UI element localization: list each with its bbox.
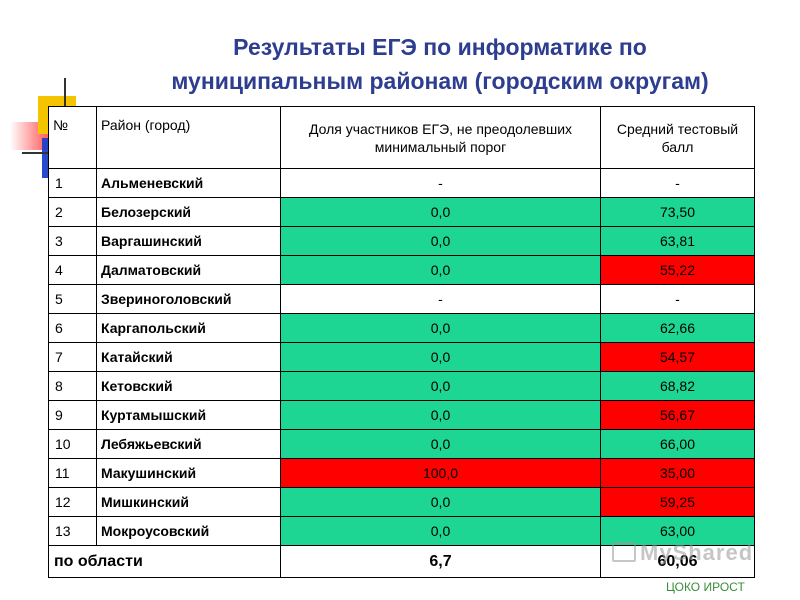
row-score: 54,57 bbox=[600, 342, 755, 372]
table-row: 2 Белозерский 0,0 73,50 bbox=[48, 197, 755, 227]
row-number: 13 bbox=[48, 516, 97, 546]
table-row: 11 Макушинский 100,0 35,00 bbox=[48, 458, 755, 488]
row-number: 12 bbox=[48, 487, 97, 517]
row-score: 63,81 bbox=[600, 226, 755, 256]
row-share: 0,0 bbox=[280, 197, 601, 227]
watermark-text: MyShared bbox=[640, 540, 754, 565]
results-table: № Район (город) Доля участников ЕГЭ, не … bbox=[48, 106, 755, 578]
footer-source: ЦОКО ИРОСТ bbox=[666, 580, 745, 594]
row-number: 6 bbox=[48, 313, 97, 343]
watermark-monitor-icon bbox=[612, 542, 636, 562]
table-row: 9 Куртамышский 0,0 56,67 bbox=[48, 400, 755, 430]
row-share: 0,0 bbox=[280, 400, 601, 430]
row-district: Макушинский bbox=[96, 458, 281, 488]
row-score: 55,22 bbox=[600, 255, 755, 285]
header-row: № Район (город) Доля участников ЕГЭ, не … bbox=[48, 106, 755, 169]
row-district: Альменевский bbox=[96, 168, 281, 198]
table-body: 1 Альменевский - -2 Белозерский 0,0 73,50 3 Варг… bbox=[48, 168, 755, 546]
row-district: Мокроусовский bbox=[96, 516, 281, 546]
total-row: по области 6,7 60,06 bbox=[48, 545, 755, 578]
table-row: 8 Кетовский 0,0 68,82 bbox=[48, 371, 755, 401]
row-number: 2 bbox=[48, 197, 97, 227]
header-score: Средний тестовый балл bbox=[600, 106, 755, 169]
table-row: 3 Варгашинский 0,0 63,81 bbox=[48, 226, 755, 256]
row-share: - bbox=[280, 168, 601, 198]
watermark: MyShared bbox=[612, 540, 753, 566]
total-label: по области bbox=[48, 545, 281, 578]
row-score: 35,00 bbox=[600, 458, 755, 488]
row-share: 0,0 bbox=[280, 313, 601, 343]
header-district: Район (город) bbox=[96, 106, 281, 169]
row-district: Варгашинский bbox=[96, 226, 281, 256]
row-district: Куртамышский bbox=[96, 400, 281, 430]
row-district: Белозерский bbox=[96, 197, 281, 227]
row-number: 7 bbox=[48, 342, 97, 372]
row-district: Звериноголовский bbox=[96, 284, 281, 314]
row-share: 0,0 bbox=[280, 255, 601, 285]
row-score: 56,67 bbox=[600, 400, 755, 430]
row-score: 62,66 bbox=[600, 313, 755, 343]
row-share: 0,0 bbox=[280, 342, 601, 372]
row-share: - bbox=[280, 284, 601, 314]
row-score: 68,82 bbox=[600, 371, 755, 401]
row-share: 100,0 bbox=[280, 458, 601, 488]
table-row: 4 Далматовский 0,0 55,22 bbox=[48, 255, 755, 285]
row-number: 11 bbox=[48, 458, 97, 488]
total-share: 6,7 bbox=[280, 545, 601, 578]
table-row: 13 Мокроусовский 0,0 63,00 bbox=[48, 516, 755, 546]
row-number: 5 bbox=[48, 284, 97, 314]
table-row: 5 Звериноголовский - - bbox=[48, 284, 755, 314]
row-district: Катайский bbox=[96, 342, 281, 372]
row-score: - bbox=[600, 284, 755, 314]
table-row: 12 Мишкинский 0,0 59,25 bbox=[48, 487, 755, 517]
table-row: 7 Катайский 0,0 54,57 bbox=[48, 342, 755, 372]
row-score: 73,50 bbox=[600, 197, 755, 227]
row-number: 4 bbox=[48, 255, 97, 285]
header-num: № bbox=[48, 106, 97, 169]
row-score: 59,25 bbox=[600, 487, 755, 517]
row-district: Мишкинский bbox=[96, 487, 281, 517]
row-number: 8 bbox=[48, 371, 97, 401]
row-number: 1 bbox=[48, 168, 97, 198]
row-district: Кетовский bbox=[96, 371, 281, 401]
row-district: Каргапольский bbox=[96, 313, 281, 343]
row-score: 63,00 bbox=[600, 516, 755, 546]
header-share: Доля участников ЕГЭ, не преодолевших мин… bbox=[280, 106, 601, 169]
slide-title: Результаты ЕГЭ по информатике по муницип… bbox=[80, 30, 800, 98]
row-share: 0,0 bbox=[280, 516, 601, 546]
row-share: 0,0 bbox=[280, 371, 601, 401]
row-share: 0,0 bbox=[280, 487, 601, 517]
row-number: 9 bbox=[48, 400, 97, 430]
title-line-1: Результаты ЕГЭ по информатике по bbox=[233, 34, 647, 60]
row-score: - bbox=[600, 168, 755, 198]
row-district: Лебяжьевский bbox=[96, 429, 281, 459]
table-row: 10 Лебяжьевский 0,0 66,00 bbox=[48, 429, 755, 459]
title-line-2: муниципальным районам (городским округам… bbox=[171, 68, 709, 94]
row-number: 3 bbox=[48, 226, 97, 256]
row-score: 66,00 bbox=[600, 429, 755, 459]
row-share: 0,0 bbox=[280, 429, 601, 459]
table-row: 6 Каргапольский 0,0 62,66 bbox=[48, 313, 755, 343]
table-row: 1 Альменевский - - bbox=[48, 168, 755, 198]
row-share: 0,0 bbox=[280, 226, 601, 256]
row-district: Далматовский bbox=[96, 255, 281, 285]
row-number: 10 bbox=[48, 429, 97, 459]
